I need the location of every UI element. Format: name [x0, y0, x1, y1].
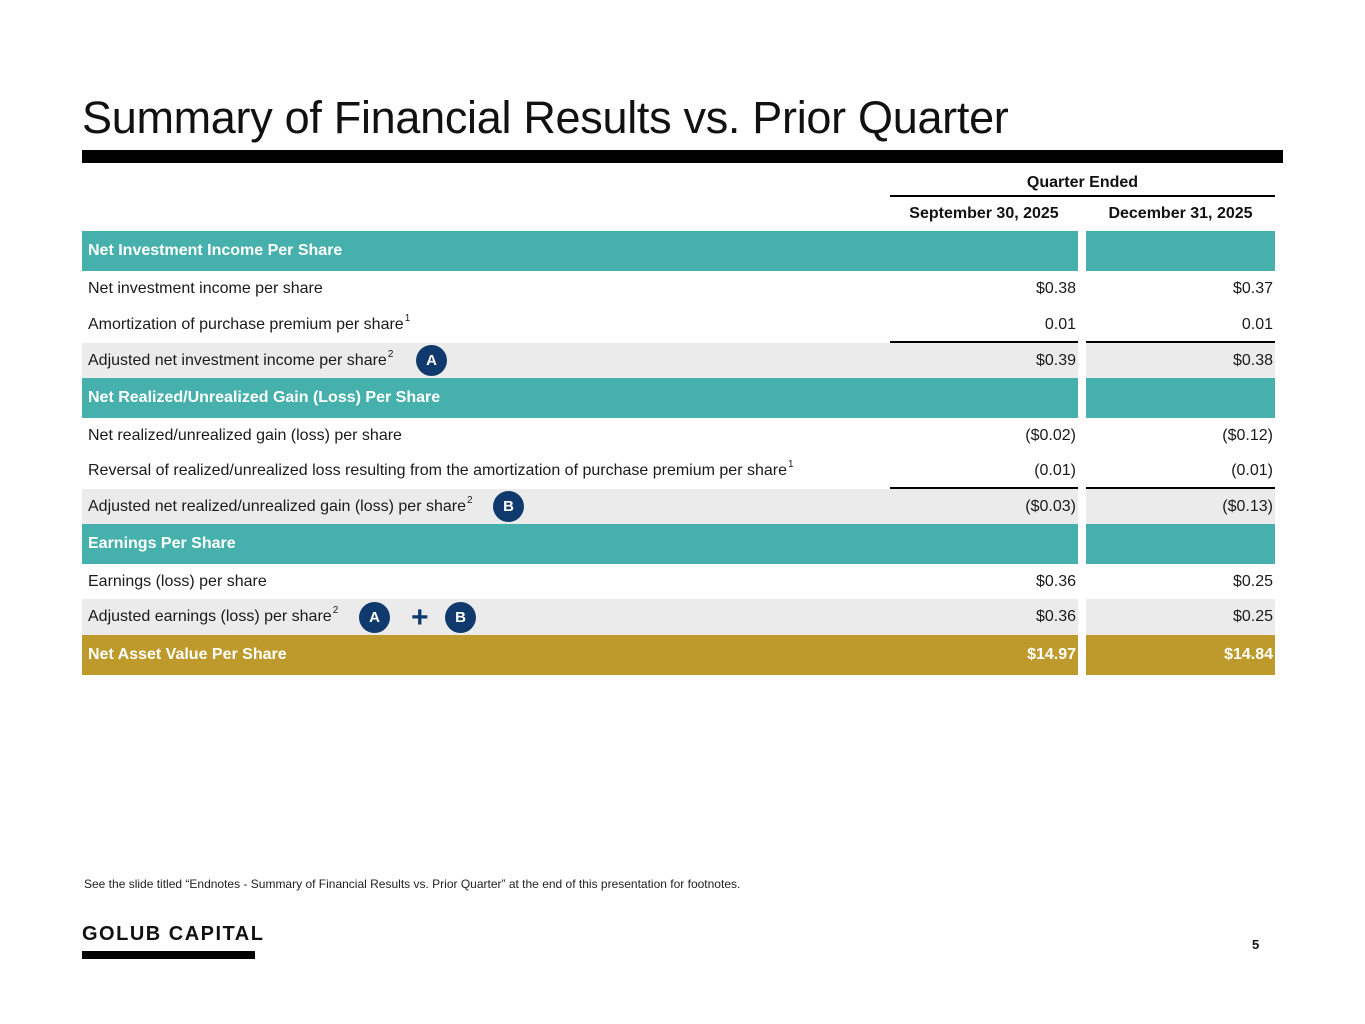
column-header-dec-2025: December 31, 2025	[1108, 205, 1253, 222]
value-q3: $0.36	[1035, 608, 1076, 625]
sum-rule	[1086, 487, 1275, 489]
table-row: Reversal of realized/unrealized loss res…	[82, 453, 1275, 488]
table-row: Net investment income per share $0.38 $0…	[82, 271, 1275, 307]
page-title: Summary of Financial Results vs. Prior Q…	[82, 92, 1009, 143]
table-row-adjusted-nii: Adjusted net investment income per share…	[82, 343, 1275, 378]
value-q4: $0.25	[1232, 572, 1273, 590]
table-row: Amortization of purchase premium per sha…	[82, 307, 1275, 342]
badge-b: B	[445, 602, 476, 633]
table-row: Earnings (loss) per share $0.36 $0.25	[82, 564, 1275, 599]
plus-icon: +	[411, 601, 429, 634]
header-rule	[890, 195, 1275, 197]
badge-b: B	[493, 491, 524, 522]
table-row: Net realized/unrealized gain (loss) per …	[82, 418, 1275, 453]
value-q4: (0.01)	[1231, 461, 1273, 479]
sum-rule	[1086, 341, 1275, 343]
value-q4: ($0.13)	[1222, 497, 1273, 515]
value-q3: (0.01)	[1034, 461, 1076, 479]
value-q3: $0.39	[1035, 351, 1076, 369]
section-gain: Net Realized/Unrealized Gain (Loss) Per …	[82, 378, 1275, 418]
title-rule	[82, 150, 1283, 163]
table-row-nav: Net Asset Value Per Share $14.97 $14.84	[82, 635, 1275, 675]
section-label: Earnings Per Share	[88, 535, 236, 552]
row-label: Amortization of purchase premium per sha…	[88, 312, 411, 333]
table-row-adjusted-eps: Adjusted earnings (loss) per share 2 $0.3…	[82, 599, 1275, 635]
value-q4: $14.84	[1224, 646, 1273, 663]
section-nii: Net Investment Income Per Share	[82, 231, 1275, 271]
row-label: Net Asset Value Per Share	[88, 646, 287, 663]
row-label: Earnings (loss) per share	[88, 572, 267, 590]
value-q3: 0.01	[1044, 315, 1076, 333]
row-label: Adjusted net investment income per share…	[88, 348, 394, 369]
section-label: Net Investment Income Per Share	[88, 242, 343, 259]
value-q4: $0.25	[1232, 608, 1273, 625]
value-q3: ($0.03)	[1025, 497, 1076, 515]
footnote: See the slide titled “Endnotes - Summary…	[84, 877, 741, 891]
badge-a: A	[359, 602, 390, 633]
sum-rule	[890, 341, 1078, 343]
row-label: Net realized/unrealized gain (loss) per …	[88, 426, 402, 444]
value-q3: $0.38	[1035, 280, 1076, 297]
badge-a: A	[416, 345, 447, 376]
value-q4: $0.37	[1232, 280, 1273, 297]
table-row-adjusted-gain: Adjusted net realized/unrealized gain (l…	[82, 489, 1275, 524]
row-label: Adjusted net realized/unrealized gain (l…	[88, 494, 473, 515]
value-q4: 0.01	[1241, 315, 1273, 333]
value-q3: ($0.02)	[1025, 426, 1076, 444]
row-label: Adjusted earnings (loss) per share 2	[88, 605, 339, 626]
sum-rule	[890, 487, 1078, 489]
column-header-sep-2025: September 30, 2025	[909, 205, 1059, 222]
quarter-ended-header: Quarter Ended	[1026, 174, 1139, 191]
logo-underline	[82, 951, 255, 959]
row-label: Net investment income per share	[88, 280, 323, 297]
value-q4: ($0.12)	[1222, 426, 1273, 444]
row-label: Reversal of realized/unrealized loss res…	[88, 458, 794, 479]
value-q3: $14.97	[1027, 646, 1076, 663]
section-eps: Earnings Per Share	[82, 524, 1275, 564]
value-q3: $0.36	[1035, 572, 1076, 590]
company-logo: GOLUB CAPITAL	[82, 923, 265, 945]
section-label: Net Realized/Unrealized Gain (Loss) Per …	[88, 389, 441, 406]
page-number: 5	[1252, 937, 1260, 952]
value-q4: $0.38	[1232, 351, 1273, 369]
